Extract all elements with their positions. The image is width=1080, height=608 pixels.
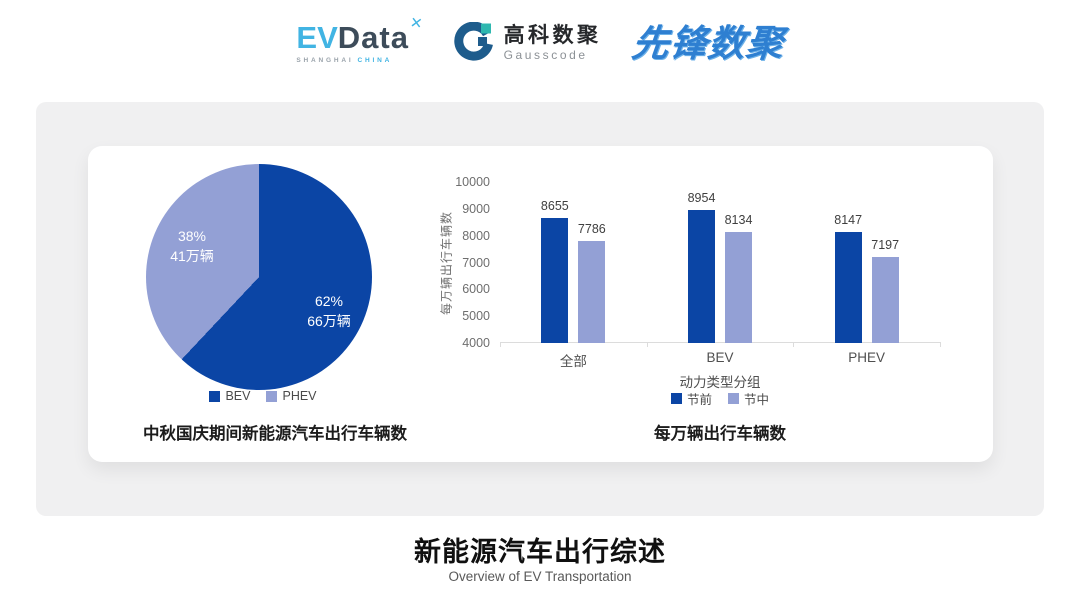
pie-value-text: 41万辆 [170,248,214,264]
bar-title: 每万辆出行车辆数 [654,425,786,443]
y-tick-label: 8000 [462,228,490,243]
bar-value-label: 8954 [687,191,716,206]
bar-value-label: 8134 [724,213,753,228]
header-logos: EV Data ✕ SHANGHAI CHINA 高科数聚 Gausscode 先锋数… [0,14,1080,64]
gausscode-g-ring-icon [453,22,493,61]
x-axis-line [500,342,941,343]
evdata-china-text: CHINA [357,57,393,64]
legend-item: 节前 [670,389,712,408]
bar-value-label: 7786 [577,222,606,237]
gausscode-logo: 高科数聚 Gausscode [453,22,602,64]
pie-percent-text: 38% [177,228,207,244]
category-label: BEV [706,350,734,365]
legend-swatch [728,393,739,404]
evdata-subtext: SHANGHAI CHINA [296,57,392,64]
evdata-logo: EV Data ✕ SHANGHAI CHINA [296,14,423,64]
bar-value-label: 8655 [540,199,569,214]
pie-label-phev: 38% 41万辆 [152,226,232,266]
pie-title: 中秋国庆期间新能源汽车出行车辆数 [143,425,407,443]
y-tick-label: 4000 [462,336,490,350]
gausscode-cn-text: 高科数聚 [503,23,602,47]
pie-legend: BEV PHEV [88,389,438,403]
pie-value-text: 66万辆 [307,313,351,329]
legend-swatch [670,393,682,404]
evdata-wordmark: EV Data ✕ [296,14,423,55]
bar-节前-PHEV [834,231,862,343]
bar-plot-area: 8655 7786 8954 8134 8147 7197 [500,182,941,347]
y-tick-label: 6000 [462,282,490,297]
axis-tick [793,343,795,347]
axis-tick [646,343,648,347]
legend-item: BEV [209,389,250,403]
pie-label-bev: 62% 66万辆 [289,291,369,331]
report-title: 新能源汽车出行综述 [414,537,666,567]
legend-label: BEV [225,389,251,403]
legend-label: 节中 [744,393,770,407]
report-subtitle: Overview of EV Transportation [448,569,632,584]
category-label: 全部 [559,354,587,369]
legend-label: 节前 [686,393,712,407]
axis-tick [940,343,941,347]
evdata-data-text: Data [337,20,409,55]
legend-swatch [266,390,278,402]
legend-swatch [209,390,221,402]
chart-card: 62% 66万辆 38% 41万辆 BEV PHEV 中秋国庆期间新能源汽车出行车辆数… [88,146,993,462]
gausscode-en-text: Gausscode [503,48,588,63]
evdata-ev-text: EV [296,20,338,55]
category-label: PHEV [848,350,886,365]
bar-节前-全部 [541,218,569,343]
bar-节中-PHEV [871,257,899,343]
evdata-shanghai-text: SHANGHAI [296,57,354,64]
pioneer-logo: 先锋数聚 [629,22,786,64]
gray-panel: 62% 66万辆 38% 41万辆 BEV PHEV 中秋国庆期间新能源汽车出行车辆数… [36,102,1044,516]
y-tick-label: 9000 [462,201,490,216]
gausscode-text: 高科数聚 Gausscode [504,24,602,62]
bar-x-axis-label: 动力类型分组 [679,375,761,390]
bar-value-label: 7197 [871,238,900,253]
pie-percent-text: 62% [314,293,344,309]
pie-chart: 62% 66万辆 38% 41万辆 [146,164,372,390]
bar-legend: 节前 节中 [520,389,920,408]
bar-节中-BEV [725,232,752,343]
legend-label: PHEV [282,389,317,403]
evdata-x-icon: ✕ [408,14,424,33]
bar-value-label: 8147 [834,212,863,227]
axis-tick [500,343,501,347]
y-tick-label: 7000 [462,255,490,270]
legend-item: PHEV [266,389,317,403]
bar-节前-BEV [688,210,715,343]
bar-节中-全部 [578,241,606,343]
y-tick-label: 5000 [462,309,490,324]
legend-item: 节中 [728,389,769,408]
y-tick-label: 10000 [455,175,490,189]
